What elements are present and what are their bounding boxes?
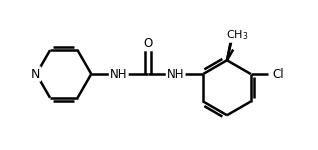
Text: N: N <box>31 68 40 81</box>
Text: NH: NH <box>110 68 128 81</box>
Text: O: O <box>144 37 153 50</box>
Text: NH: NH <box>167 68 184 81</box>
Text: CH$_3$: CH$_3$ <box>225 28 248 42</box>
Text: Cl: Cl <box>273 68 284 81</box>
